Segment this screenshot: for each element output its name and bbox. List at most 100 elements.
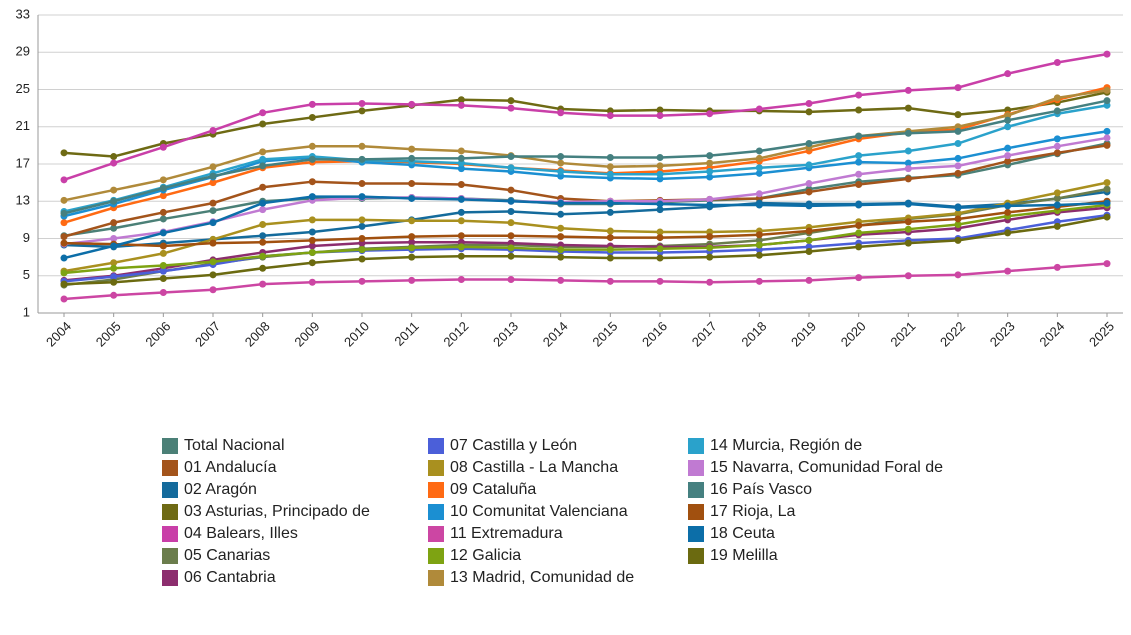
data-point bbox=[60, 176, 68, 184]
data-point bbox=[308, 248, 316, 256]
data-point bbox=[954, 162, 962, 170]
data-point bbox=[1103, 50, 1111, 58]
data-point bbox=[904, 239, 912, 247]
data-point bbox=[408, 276, 416, 284]
data-point bbox=[209, 271, 217, 279]
data-point bbox=[1004, 157, 1012, 165]
data-point bbox=[805, 140, 813, 148]
data-point bbox=[557, 109, 565, 117]
data-point bbox=[1053, 142, 1061, 150]
data-point bbox=[1053, 94, 1061, 102]
data-point bbox=[308, 216, 316, 224]
series-line bbox=[63, 52, 1108, 182]
data-point bbox=[507, 244, 515, 252]
data-point bbox=[755, 231, 763, 239]
data-point bbox=[358, 107, 366, 115]
y-tick-label: 13 bbox=[16, 193, 30, 208]
data-point bbox=[408, 145, 416, 153]
x-tick-label: 2013 bbox=[490, 319, 521, 350]
data-point bbox=[904, 225, 912, 233]
data-point bbox=[408, 233, 416, 241]
data-point bbox=[706, 253, 714, 261]
legend-swatch bbox=[162, 570, 178, 586]
data-point bbox=[904, 104, 912, 112]
x-tick-label: 2020 bbox=[838, 319, 869, 350]
data-point bbox=[159, 229, 167, 237]
legend-swatch bbox=[428, 482, 444, 498]
data-point bbox=[805, 108, 813, 116]
legend-label: 06 Cantabria bbox=[184, 569, 276, 586]
data-point bbox=[855, 152, 863, 160]
legend-swatch bbox=[162, 438, 178, 454]
data-point bbox=[855, 132, 863, 140]
data-point bbox=[855, 243, 863, 251]
data-point bbox=[60, 209, 68, 217]
data-point bbox=[507, 97, 515, 105]
data-point bbox=[755, 201, 763, 209]
data-point bbox=[159, 143, 167, 151]
data-point bbox=[110, 259, 118, 267]
data-point bbox=[308, 193, 316, 201]
data-point bbox=[1053, 194, 1061, 202]
data-point bbox=[60, 149, 68, 157]
x-tick-label: 2008 bbox=[242, 319, 273, 350]
data-point bbox=[855, 158, 863, 166]
data-point bbox=[209, 219, 217, 227]
data-point bbox=[954, 215, 962, 223]
data-point bbox=[706, 152, 714, 160]
legend-swatch bbox=[162, 460, 178, 476]
series-line bbox=[63, 206, 1108, 282]
data-point bbox=[408, 217, 416, 225]
data-point bbox=[60, 196, 68, 204]
x-tick-label: 2007 bbox=[192, 319, 223, 350]
data-point bbox=[60, 295, 68, 303]
data-point bbox=[954, 236, 962, 244]
data-point bbox=[110, 278, 118, 286]
data-point bbox=[1103, 134, 1111, 142]
x-tick-label: 2010 bbox=[341, 319, 372, 350]
data-point bbox=[358, 255, 366, 263]
data-point bbox=[358, 155, 366, 163]
data-point bbox=[557, 199, 565, 207]
data-point bbox=[159, 262, 167, 270]
data-point bbox=[855, 201, 863, 209]
data-point bbox=[209, 126, 217, 134]
data-point bbox=[159, 275, 167, 283]
data-point bbox=[457, 165, 465, 173]
legend-label: 05 Canarias bbox=[184, 547, 270, 564]
y-tick-label: 9 bbox=[23, 230, 30, 245]
legend-swatch bbox=[428, 526, 444, 542]
data-point bbox=[1053, 149, 1061, 157]
data-point bbox=[259, 252, 267, 260]
data-point bbox=[1103, 127, 1111, 135]
data-point bbox=[1004, 144, 1012, 152]
y-tick-label: 17 bbox=[16, 155, 30, 170]
data-point bbox=[755, 277, 763, 285]
data-point bbox=[557, 159, 565, 167]
data-point bbox=[904, 200, 912, 208]
data-point bbox=[209, 163, 217, 171]
data-point bbox=[805, 248, 813, 256]
data-point bbox=[457, 232, 465, 240]
data-point bbox=[656, 254, 664, 262]
legend-label: 13 Madrid, Comunidad de bbox=[450, 569, 634, 586]
data-point bbox=[954, 204, 962, 212]
legend-swatch bbox=[688, 548, 704, 564]
x-tick-label: 2022 bbox=[937, 319, 968, 350]
data-point bbox=[1053, 222, 1061, 230]
data-point bbox=[706, 201, 714, 209]
series-line bbox=[63, 181, 1108, 273]
data-point bbox=[110, 242, 118, 250]
data-point bbox=[706, 159, 714, 167]
data-point bbox=[457, 195, 465, 203]
legend-label: 12 Galicia bbox=[450, 547, 521, 564]
series-line bbox=[63, 203, 1108, 275]
data-point bbox=[1004, 208, 1012, 216]
data-point bbox=[954, 221, 962, 229]
data-point bbox=[457, 275, 465, 283]
data-point bbox=[656, 106, 664, 114]
data-point bbox=[358, 99, 366, 107]
series-line bbox=[63, 130, 1108, 218]
data-point bbox=[805, 202, 813, 210]
data-point bbox=[308, 236, 316, 244]
